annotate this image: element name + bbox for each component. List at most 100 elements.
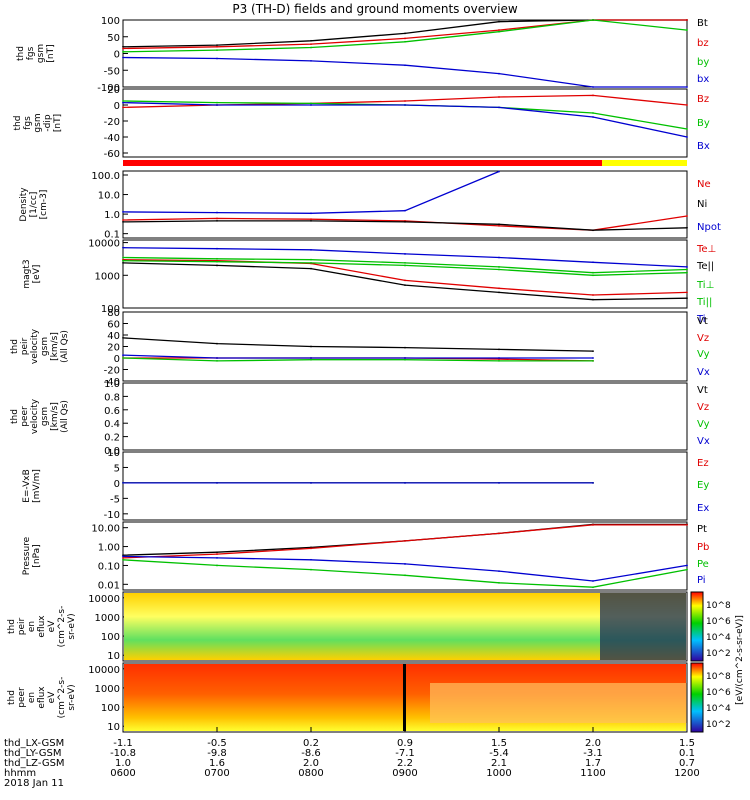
legend-entry: Npot <box>697 222 721 233</box>
colorbar <box>690 591 704 662</box>
data-point <box>686 136 688 138</box>
data-point <box>592 524 594 526</box>
data-point <box>404 279 406 282</box>
data-point <box>404 32 406 35</box>
ephemeris-value: 1.5 <box>679 738 695 749</box>
data-point <box>498 581 500 584</box>
legend-entry: Vy <box>697 419 710 430</box>
data-point <box>310 212 312 215</box>
series-line-Vx <box>122 354 593 359</box>
y-axis-label-line: (cm^2-s- <box>57 677 67 719</box>
legend-entry: Vx <box>697 367 710 378</box>
data-point <box>686 215 688 217</box>
y-tick-label: -50 <box>104 66 120 77</box>
legend-entry: Vt <box>697 316 708 327</box>
y-tick-label: 100 <box>101 632 120 643</box>
y-tick-label: -20 <box>104 117 120 128</box>
ephemeris-value: 0800 <box>298 768 323 779</box>
data-point <box>310 248 312 251</box>
data-point <box>216 57 218 60</box>
data-point <box>122 259 124 262</box>
y-axis-label-line: gsm <box>40 337 50 356</box>
data-point <box>216 551 218 554</box>
data-point <box>310 558 312 561</box>
y-tick-label: 0.01 <box>98 580 120 591</box>
y-tick-label: 0.0 <box>104 446 120 457</box>
y-tick-label: -60 <box>104 149 120 160</box>
y-tick-label: 1000 <box>95 271 120 282</box>
y-axis-label-line: [km/s] <box>50 332 60 361</box>
data-point <box>404 264 406 267</box>
data-point <box>216 247 218 250</box>
legend-entry: Pt <box>697 524 707 535</box>
data-point <box>404 220 406 223</box>
data-point <box>122 47 124 50</box>
legend-entry: Vz <box>697 333 709 344</box>
y-tick-label: 1.00 <box>98 543 120 554</box>
data-point <box>310 219 312 222</box>
ephemeris-value: 2.1 <box>491 758 507 769</box>
legend-entry: Pe <box>697 559 709 570</box>
legend-entry: Bx <box>697 141 710 152</box>
y-tick-label: -20 <box>104 366 120 377</box>
legend-entry: By <box>697 118 710 129</box>
data-point <box>404 261 406 264</box>
data-point <box>122 45 124 48</box>
legend-entry: by <box>697 57 709 68</box>
legend-entry: bz <box>697 38 709 49</box>
y-axis-label-line: peer <box>17 687 27 708</box>
y-tick-label: 80 <box>107 308 120 319</box>
y-tick-label: 0 <box>114 479 120 490</box>
y-tick-label: -40 <box>104 377 120 388</box>
data-point <box>498 291 500 294</box>
legend-entry: Pb <box>697 542 709 553</box>
y-tick-label: 10.00 <box>91 524 120 535</box>
panel-frame <box>122 382 688 451</box>
colorbar-tick-label: 10^8 <box>706 672 731 682</box>
y-axis-label-line: velocity <box>30 398 40 434</box>
colorbar-tick-label: 10^6 <box>706 617 731 627</box>
panel-1 <box>122 19 688 88</box>
y-tick-label: 1000 <box>95 613 120 624</box>
spectrogram-image <box>124 593 686 660</box>
data-point <box>310 102 312 105</box>
data-point <box>404 209 406 212</box>
panel-2 <box>122 88 688 158</box>
ephemeris-value: 1.5 <box>491 738 507 749</box>
panel-5 <box>122 311 688 382</box>
data-point <box>310 218 312 221</box>
data-point <box>404 64 406 67</box>
y-axis-label-line: en <box>27 692 37 703</box>
legend-entry: Vx <box>697 436 710 447</box>
data-point <box>686 291 688 294</box>
data-point <box>686 19 688 21</box>
y-tick-label: 0.2 <box>104 433 120 444</box>
data-point <box>498 106 500 109</box>
y-axis-label-line: sr-eV) <box>67 684 77 710</box>
ephemeris-row-label: thd_LZ-GSM <box>4 758 65 769</box>
data-point <box>498 357 500 359</box>
data-point <box>592 350 594 352</box>
y-axis-label-line: fgs <box>23 116 33 130</box>
y-axis-label-line: eV <box>47 691 57 704</box>
ephemeris-value: -7.1 <box>395 748 415 759</box>
panel-9 <box>122 591 704 662</box>
data-point <box>686 524 688 526</box>
colorbar-tick-label: 10^4 <box>706 633 731 643</box>
ephemeris-row-label: thd_LX-GSM <box>4 738 64 749</box>
data-point <box>216 104 218 106</box>
panel-frame <box>122 239 688 309</box>
y-axis-label-line: [1/cc] <box>29 192 39 218</box>
data-point <box>310 357 312 359</box>
data-point <box>592 298 594 301</box>
data-point <box>216 264 218 267</box>
data-point <box>122 336 124 339</box>
data-point <box>686 568 688 571</box>
ephemeris-row-label: thd_LY-GSM <box>4 748 61 759</box>
data-point <box>216 101 218 104</box>
legend-entry: Vz <box>697 402 709 413</box>
y-axis-label-line: (All Qs) <box>60 400 70 433</box>
data-point <box>686 271 688 274</box>
data-point <box>498 570 500 573</box>
data-point <box>498 266 500 268</box>
